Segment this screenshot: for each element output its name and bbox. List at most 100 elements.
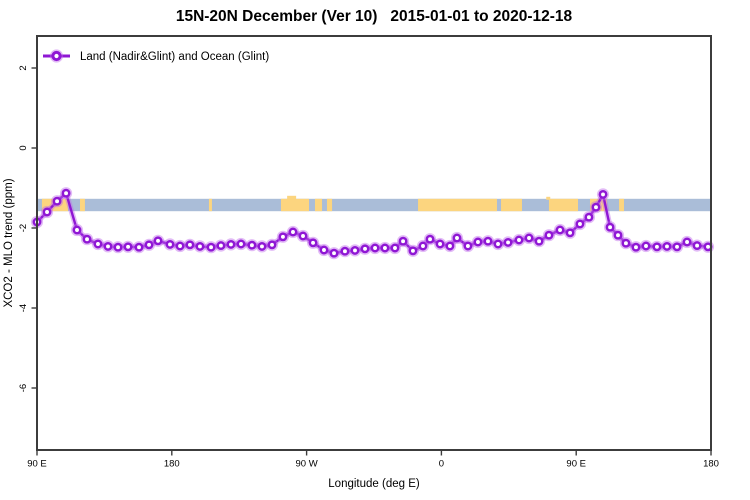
data-point-halo [163, 238, 177, 251]
data-point-halo [368, 241, 382, 255]
data-point-marker [236, 239, 246, 249]
data-point-marker [584, 212, 594, 222]
data-point-marker [267, 240, 277, 250]
data-point-marker [216, 241, 226, 251]
data-point-halo [388, 241, 402, 255]
data-point-marker [544, 230, 554, 240]
data-point-marker [483, 236, 493, 246]
data-point-halo [603, 221, 617, 234]
data-point-marker [113, 242, 123, 252]
data-point-marker [206, 242, 216, 252]
data-point-halo [501, 236, 515, 249]
data-point-halo [423, 233, 437, 246]
y-axis-tick-label: -2 [18, 224, 29, 232]
legend-marker-halo [49, 49, 64, 63]
land-band-segment [79, 198, 85, 212]
data-point-halo [59, 187, 73, 200]
data-point-halo [173, 239, 187, 253]
data-point-marker [398, 236, 408, 246]
data-point-marker [493, 239, 503, 249]
data-point-marker [103, 241, 113, 251]
land-band-segment [280, 198, 310, 212]
land-band-segment [548, 198, 579, 212]
data-point-marker [226, 239, 236, 249]
data-point-marker [175, 241, 185, 251]
data-point-halo [50, 195, 64, 208]
data-point-halo [416, 239, 430, 253]
ocean-band [37, 198, 712, 212]
data-point-marker [672, 242, 682, 252]
data-point-marker [247, 240, 257, 250]
data-point-halo [639, 239, 653, 253]
data-point-marker [298, 231, 308, 241]
data-point-marker [682, 237, 692, 247]
data-point-halo [193, 240, 207, 253]
data-point-marker [408, 246, 418, 256]
data-point-marker [514, 235, 524, 245]
y-axis-title: XCO2 - MLO trend (ppm) [3, 178, 15, 307]
data-point-halo [214, 239, 228, 252]
data-point-halo [396, 235, 410, 248]
data-point-marker [165, 239, 175, 249]
data-point-marker [445, 241, 455, 251]
data-point-halo [70, 223, 84, 237]
data-point-marker [425, 234, 435, 244]
x-axis-tick-label: 180 [164, 459, 180, 470]
x-axis-tick-label: 180 [703, 459, 719, 470]
data-point-marker [591, 202, 601, 212]
data-point-halo [450, 231, 464, 245]
chart-title: 15N-20N December (Ver 10) 2015-01-01 to … [176, 8, 573, 25]
data-point-halo [690, 239, 704, 252]
y-axis-tick-label: -6 [18, 384, 29, 392]
data-point-halo [522, 231, 536, 245]
data-point-marker [605, 222, 615, 232]
data-point-marker [692, 241, 702, 251]
data-point-marker [524, 233, 534, 243]
y-axis-tick-label: 2 [18, 65, 29, 70]
data-point-marker [621, 238, 631, 248]
y-axis-tick-label: 0 [18, 145, 29, 150]
data-point-marker [435, 239, 445, 249]
data-point-marker [631, 242, 641, 252]
y-axis-tick-label: -4 [18, 304, 29, 312]
data-point-marker [380, 243, 390, 253]
data-point-marker [555, 225, 565, 235]
data-point-marker [503, 237, 513, 247]
data-point-marker [93, 239, 103, 249]
legend-series-label: Land (Nadir&Glint) and Ocean (Glint) [80, 51, 269, 63]
data-point-halo [670, 240, 684, 253]
data-point-halo [265, 238, 279, 251]
data-point-marker [534, 236, 544, 246]
data-point-marker [144, 240, 154, 250]
legend: Land (Nadir&Glint) and Ocean (Glint) [43, 49, 269, 63]
land-band-segment [208, 198, 212, 212]
data-point-marker [82, 234, 92, 244]
legend-marker-sample [51, 50, 62, 62]
data-point-marker [153, 236, 163, 246]
data-point-halo [433, 237, 447, 251]
data-point-halo [443, 239, 457, 253]
data-series [30, 187, 715, 260]
data-point-halo [296, 229, 310, 243]
data-point-halo [611, 229, 625, 242]
data-point-halo [245, 239, 259, 252]
data-point-halo [91, 237, 105, 251]
data-point-halo [40, 205, 54, 219]
data-point-halo [573, 217, 587, 231]
data-point-halo [596, 188, 610, 201]
data-point-halo [317, 243, 331, 257]
data-point-marker [308, 238, 318, 248]
data-point-halo [151, 234, 165, 247]
data-point-marker [598, 189, 608, 199]
data-point-halo [491, 237, 505, 251]
data-point-halo [358, 242, 372, 255]
data-point-halo [629, 241, 643, 254]
land-band-segment [546, 196, 551, 200]
data-point-marker [613, 230, 623, 240]
data-point-halo [142, 238, 156, 251]
data-point-marker [575, 219, 585, 229]
x-axis-tick-label: 90 W [296, 459, 318, 470]
data-point-halo [563, 226, 577, 239]
